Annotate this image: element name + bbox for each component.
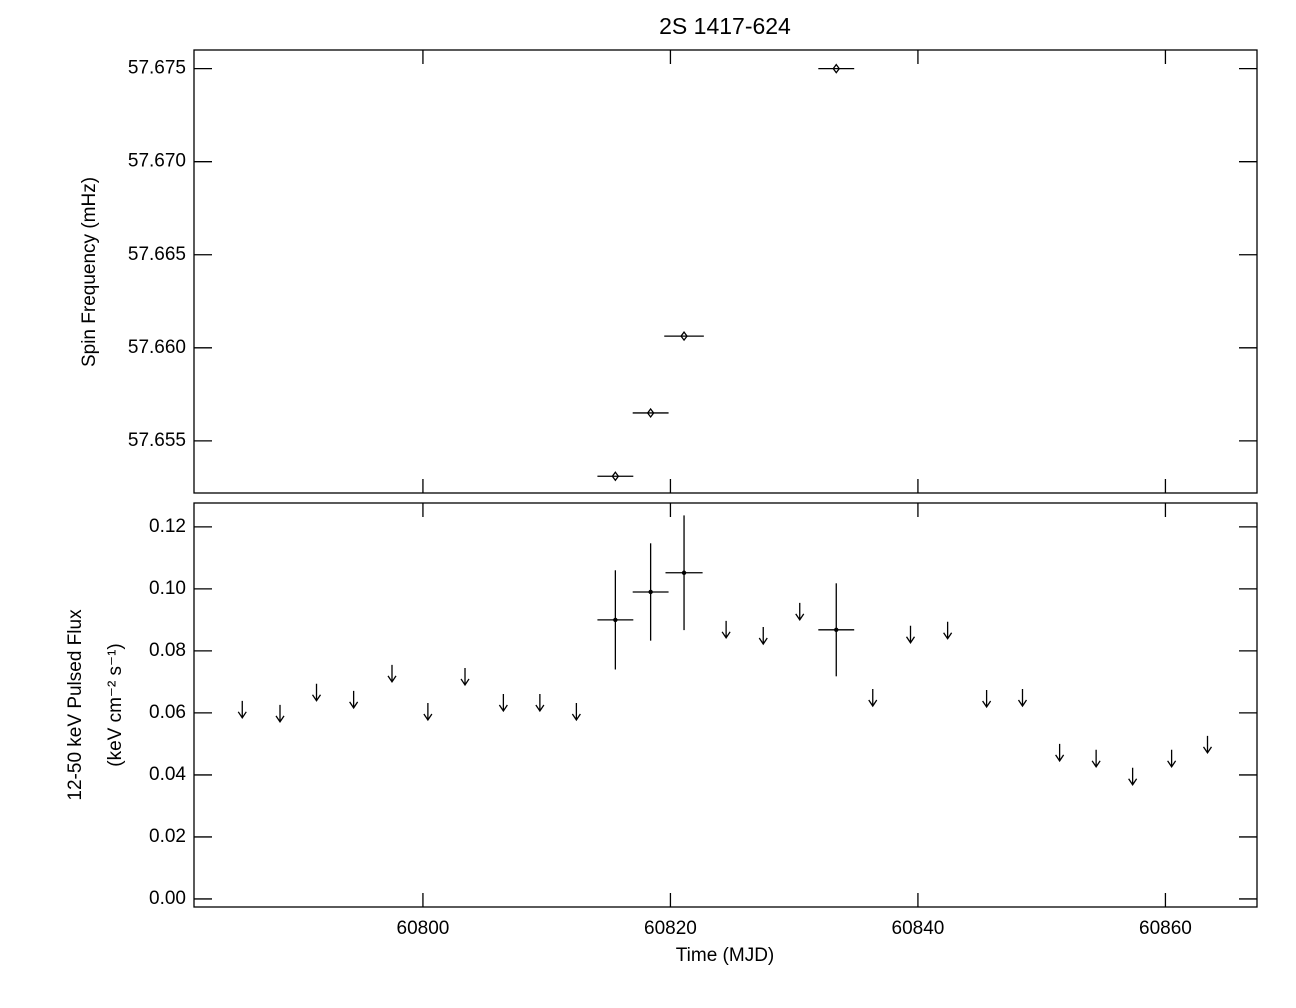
upper-limit-arrow xyxy=(275,704,285,724)
data-point xyxy=(834,627,839,633)
y-tick-label: 0.12 xyxy=(149,516,186,537)
upper-limit-arrow xyxy=(1202,735,1213,755)
upper-limit-arrow xyxy=(758,627,768,646)
upper-limit-arrow xyxy=(982,689,992,709)
y-tick-label: 57.675 xyxy=(128,58,186,79)
upper-limit-arrow xyxy=(721,620,731,639)
y-tick-label: 57.665 xyxy=(128,244,186,265)
y-axis-label: Spin Frequency (mHz) xyxy=(79,177,100,367)
data-point xyxy=(611,471,620,482)
upper-limit-arrow xyxy=(311,683,322,702)
upper-limit-arrow xyxy=(943,621,953,640)
y-tick-label: 0.02 xyxy=(149,826,186,847)
upper-limit-arrow xyxy=(237,700,247,719)
y-tick-label: 0.04 xyxy=(149,764,186,785)
upper-limit-arrow xyxy=(905,625,916,644)
upper-limit-arrow xyxy=(1128,767,1138,786)
chart-title: 2S 1417-624 xyxy=(659,13,791,39)
upper-limit-arrow xyxy=(535,693,545,713)
upper-limit-arrow xyxy=(571,702,581,722)
upper-limit-arrow xyxy=(795,602,805,622)
x-tick-label: 60860 xyxy=(1139,918,1192,939)
upper-limit-arrow xyxy=(423,702,433,722)
upper-limit-arrow xyxy=(868,689,878,708)
y-tick-label: 57.660 xyxy=(128,337,186,358)
upper-limit-arrow xyxy=(460,667,470,687)
upper-limit-arrow xyxy=(1017,689,1028,708)
x-axis-label: Time (MJD) xyxy=(676,945,775,966)
data-point xyxy=(680,331,688,342)
y-tick-label: 57.655 xyxy=(128,430,186,451)
y-tick-label: 0.10 xyxy=(149,578,186,599)
x-tick-label: 60840 xyxy=(892,918,945,939)
y-axis-label: 12-50 keV Pulsed Flux xyxy=(65,609,86,801)
data-point xyxy=(646,407,655,419)
data-point xyxy=(681,570,687,575)
plot-frame xyxy=(193,502,1258,908)
plot-frame xyxy=(193,49,1258,494)
upper-limit-arrow xyxy=(1167,749,1177,768)
upper-limit-arrow xyxy=(349,690,359,710)
data-point xyxy=(613,617,618,623)
upper-limit-arrow xyxy=(1091,749,1101,768)
y-tick-label: 0.06 xyxy=(149,702,186,723)
data-point xyxy=(648,589,653,595)
y-tick-label: 57.670 xyxy=(128,151,186,172)
upper-limit-arrow xyxy=(1055,743,1065,763)
x-tick-label: 60820 xyxy=(644,918,697,939)
data-point xyxy=(832,63,841,74)
y-tick-label: 0.08 xyxy=(149,640,186,661)
upper-limit-arrow xyxy=(387,664,397,684)
y-tick-label: 0.00 xyxy=(149,888,186,909)
y-axis-label: (keV cm⁻² s⁻¹) xyxy=(105,643,126,767)
x-tick-label: 60800 xyxy=(397,918,450,939)
upper-limit-arrow xyxy=(498,693,508,713)
